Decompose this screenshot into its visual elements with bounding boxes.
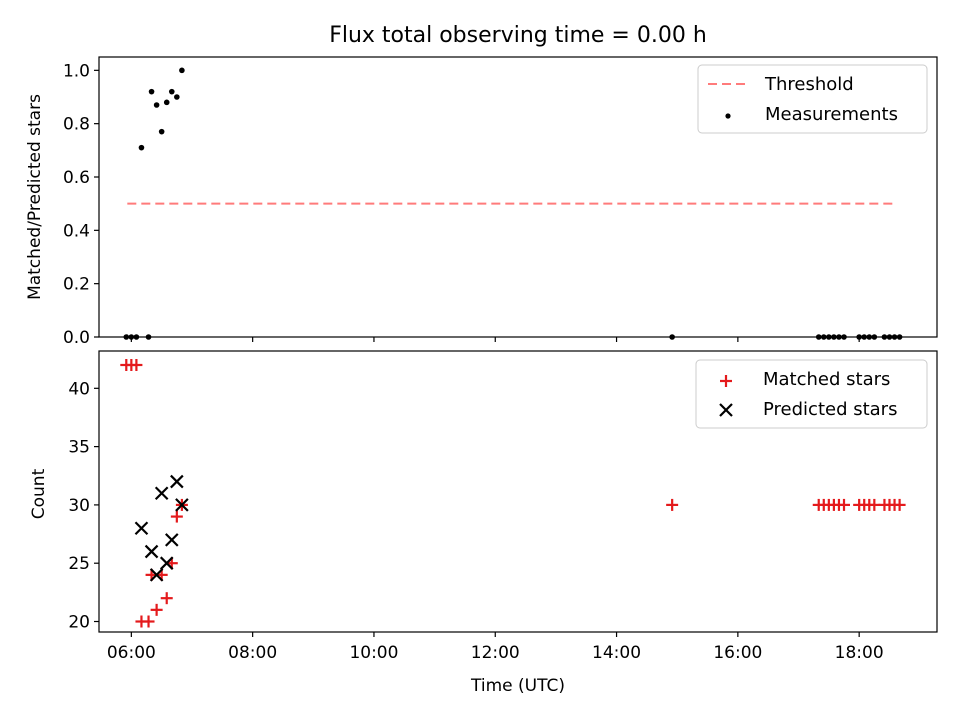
top-legend: Threshold Measurements [697, 64, 928, 134]
top-y-tick-label: 0.8 [63, 115, 90, 135]
measurement-point [179, 67, 185, 74]
top-y-tick-label: 0.2 [63, 275, 90, 295]
predicted-star-point [165, 533, 179, 547]
measurement-point [148, 88, 155, 95]
top-y-tick-label: 0.4 [63, 221, 90, 241]
matched-star-point [170, 510, 183, 523]
predicted-star-point [159, 556, 174, 570]
top-x-ticks [130, 337, 860, 342]
bottom-x-tick-label: 08:00 [228, 643, 277, 663]
matched-star-point [893, 498, 906, 511]
bottom-x-axis-label: Time (UTC) [470, 676, 565, 696]
measurement-point [138, 144, 145, 151]
bottom-x-tick-label: 06:00 [107, 643, 156, 663]
legend-predicted-label: Predicted stars [763, 399, 897, 420]
bottom-x-ticks: 06:00 08:00 10:00 12:00 14:00 16:00 18:00 [107, 632, 884, 663]
top-y-tick-label: 1.0 [63, 61, 90, 81]
bottom-y-tick-label: 35 [68, 438, 90, 458]
measurement-point [168, 88, 175, 95]
measurement-point [174, 94, 180, 100]
bottom-legend: Matched stars Predicted stars [695, 359, 928, 429]
measurement-point [163, 99, 170, 106]
legend-predicted-swatch [719, 403, 733, 417]
bottom-y-tick-label: 25 [68, 554, 90, 574]
bottom-plot-marks [120, 358, 906, 628]
matched-star-point [838, 498, 851, 511]
bottom-y-ticks: 20 25 30 35 40 [68, 379, 99, 633]
bottom-axes-frame [98, 350, 938, 633]
top-y-ticks: 0.0 0.2 0.4 0.6 0.8 1.0 [63, 61, 99, 348]
top-axes-frame [98, 56, 938, 338]
predicted-star-point [175, 498, 189, 512]
predicted-star-point [149, 568, 164, 582]
bottom-y-tick-label: 20 [68, 613, 90, 633]
matched-star-point [160, 592, 173, 605]
bottom-x-tick-label: 16:00 [713, 643, 762, 663]
matched-star-point [142, 615, 155, 628]
top-y-tick-label: 0.6 [63, 168, 90, 188]
predicted-star-point [144, 544, 159, 559]
predicted-star-point [154, 486, 169, 501]
bottom-legend-box [695, 359, 928, 429]
legend-measurements-swatch [725, 113, 731, 119]
legend-threshold-label: Threshold [764, 74, 854, 95]
top-panel: Matched/Predicted stars 0.0 0.2 0.4 0.6 0.8 1… [25, 56, 938, 348]
matched-star-point [130, 358, 143, 371]
predicted-star-point [134, 521, 149, 536]
legend-matched-swatch [720, 375, 732, 387]
top-y-axis-label: Matched/Predicted stars [25, 94, 45, 300]
measurement-point [153, 102, 160, 108]
bottom-x-tick-label: 12:00 [471, 643, 520, 663]
matched-star-point [868, 498, 881, 511]
predicted-star-point [170, 474, 184, 489]
bottom-x-tick-label: 10:00 [349, 643, 398, 663]
figure-title: Flux total observing time = 0.00 h [329, 23, 707, 48]
legend-matched-label: Matched stars [763, 369, 890, 390]
matched-star-point [150, 603, 163, 616]
top-y-tick-label: 0.0 [63, 328, 90, 348]
matched-star-point [666, 498, 679, 511]
measurement-point [158, 128, 165, 135]
bottom-x-tick-label: 14:00 [592, 643, 641, 663]
bottom-x-tick-label: 18:00 [835, 643, 884, 663]
legend-measurements-label: Measurements [765, 104, 898, 125]
bottom-y-axis-label: Count [29, 468, 49, 519]
bottom-panel: Count Time (UTC) 20 25 30 35 40 06:00 08:00 10… [29, 350, 938, 696]
bottom-y-tick-label: 40 [68, 379, 90, 399]
top-legend-box [697, 64, 928, 134]
bottom-y-tick-label: 30 [68, 496, 90, 516]
